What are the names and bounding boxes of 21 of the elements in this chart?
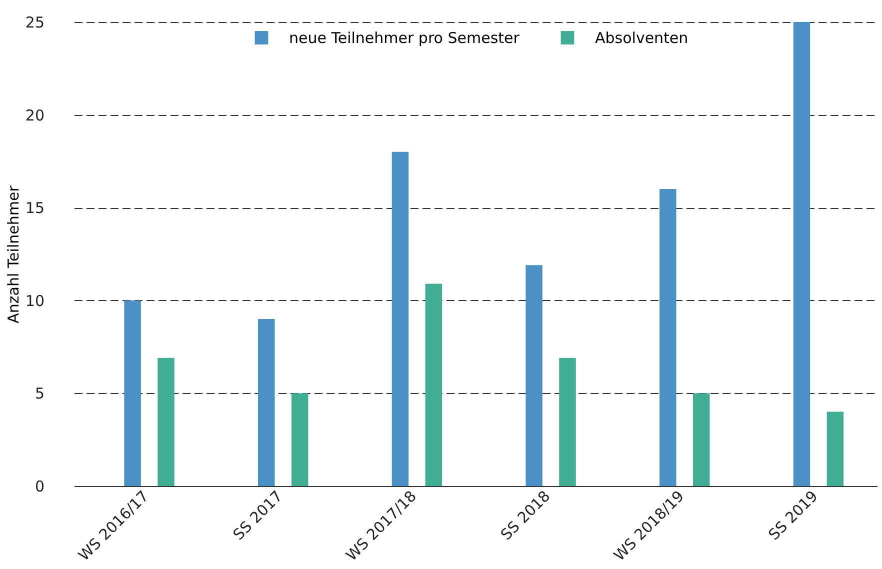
- legend-label: Absolventen: [595, 28, 688, 47]
- bar: [793, 22, 810, 486]
- bar: [158, 358, 174, 486]
- bar: [526, 265, 542, 486]
- bar: [692, 393, 710, 486]
- y-tick-label: 10: [25, 292, 44, 310]
- bar: [124, 300, 141, 486]
- bar: [291, 393, 308, 486]
- y-axis-title: Anzahl Teilnehmer: [4, 184, 22, 324]
- bar: [559, 358, 576, 486]
- bar: [258, 318, 275, 486]
- legend-label: neue Teilnehmer pro Semester: [289, 28, 520, 47]
- y-tick-label: 0: [34, 478, 44, 496]
- y-tick-label: 25: [25, 14, 44, 32]
- bar: [392, 152, 409, 486]
- y-tick-label: 20: [25, 106, 44, 124]
- bar: [826, 412, 844, 486]
- bar: [660, 189, 676, 486]
- y-tick-label: 15: [25, 199, 44, 218]
- y-tick-label: 5: [34, 384, 44, 403]
- bar: [425, 284, 442, 486]
